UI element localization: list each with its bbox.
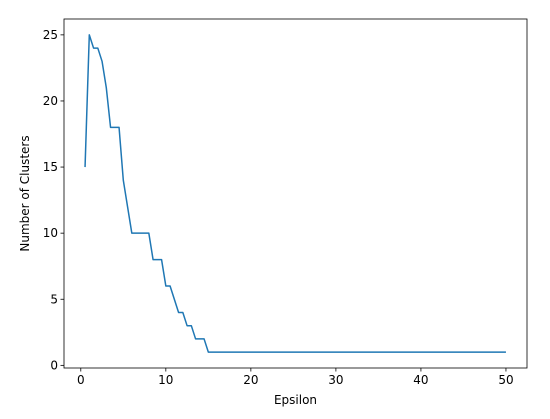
y-axis-label: Number of Clusters [18, 135, 32, 251]
axes-frame [63, 18, 528, 369]
x-tick-label: 0 [77, 373, 85, 387]
x-tick-label: 10 [158, 373, 173, 387]
x-tick-label: 20 [243, 373, 258, 387]
y-tick-label: 5 [50, 292, 58, 306]
x-tick-label: 40 [413, 373, 428, 387]
data-line [84, 34, 506, 353]
y-tick-label: 25 [43, 28, 58, 42]
y-tick-label: 15 [43, 160, 58, 174]
x-axis-label: Epsilon [274, 393, 317, 407]
y-tick-label: 0 [50, 358, 58, 372]
x-tick-label: 30 [328, 373, 343, 387]
y-tick-label: 20 [43, 94, 58, 108]
y-tick-label: 10 [43, 226, 58, 240]
x-tick-label: 50 [498, 373, 513, 387]
